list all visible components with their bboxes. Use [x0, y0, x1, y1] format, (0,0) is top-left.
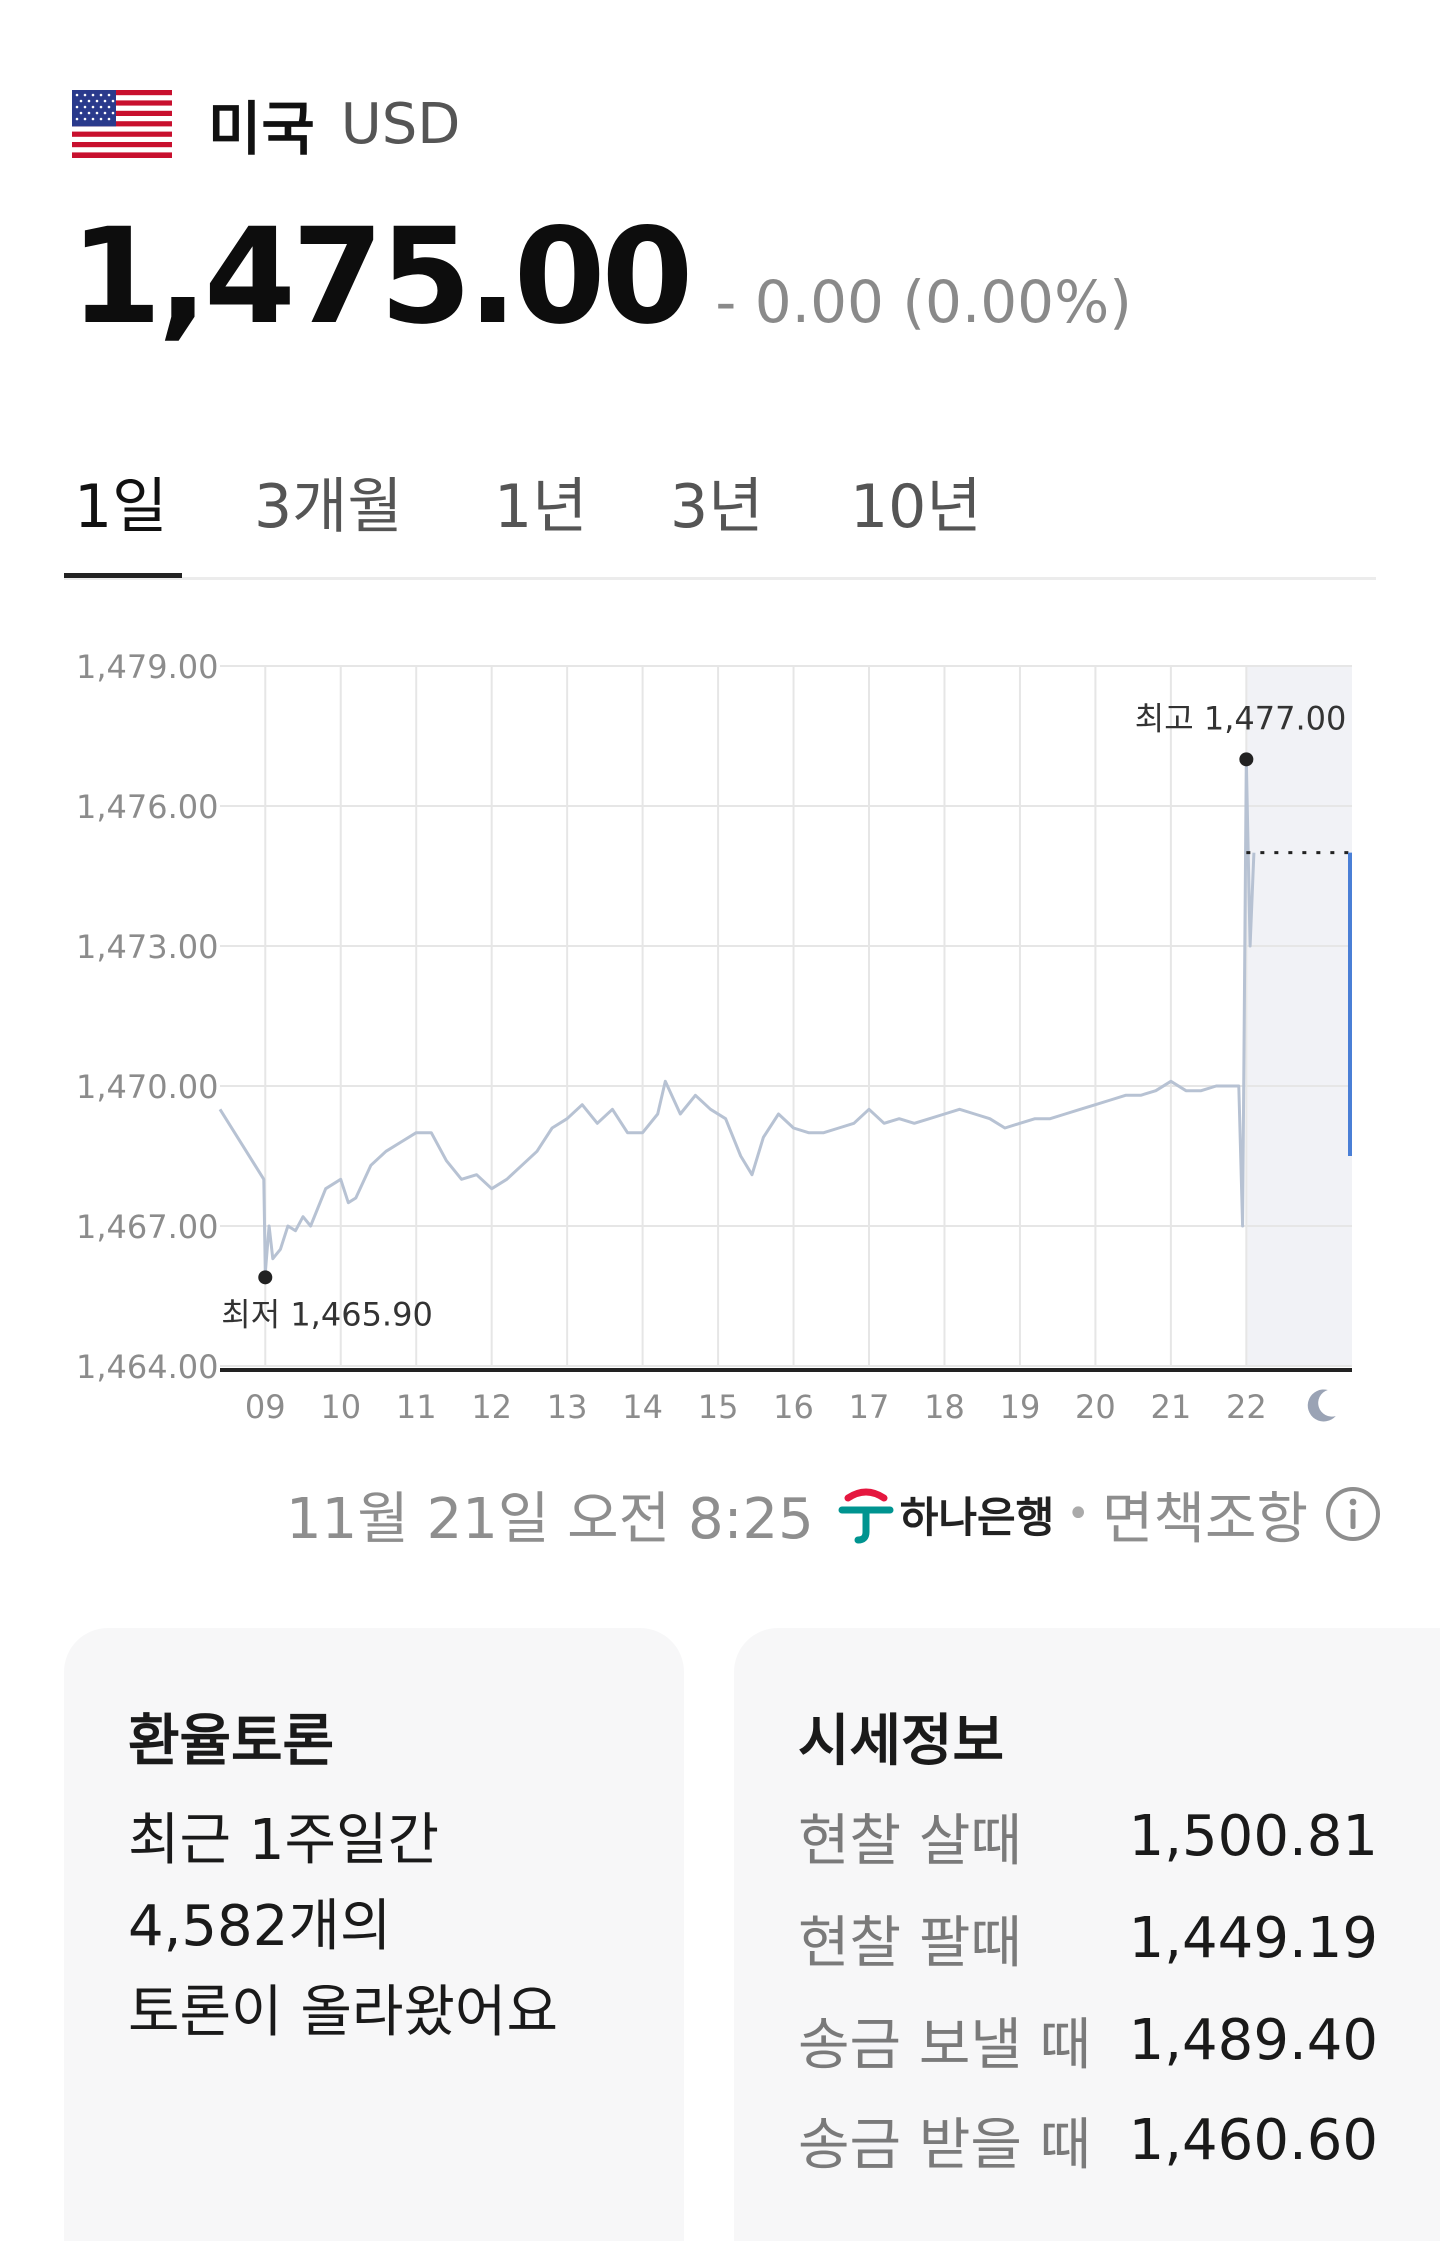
tab-10-years[interactable]: 10년	[850, 472, 982, 542]
country-name: 미국	[208, 95, 315, 163]
x-tick-label: 09	[245, 1388, 286, 1426]
y-tick-label: 1,473.00	[76, 928, 219, 966]
rate-label: 현찰 살때	[798, 1808, 1022, 1874]
hana-bank-icon	[838, 1488, 894, 1544]
market-info-card[interactable]: 시세정보 현찰 살때 1,500.81 현찰 팔때 1,449.19 송금 보낼…	[734, 1628, 1440, 2241]
y-tick-label: 1,464.00	[76, 1348, 219, 1386]
y-tick-label: 1,479.00	[76, 648, 219, 686]
discussion-title: 환율토론	[128, 1709, 335, 1774]
x-tick-label: 16	[773, 1388, 814, 1426]
rate-label: 송금 보낼 때	[798, 2012, 1092, 2078]
bank-logo: 하나은행	[838, 1484, 1055, 1545]
rate-label: 송금 받을 때	[798, 2112, 1092, 2178]
x-tick-label: 15	[698, 1388, 739, 1426]
disclaimer-link[interactable]: 면책조항	[1101, 1486, 1309, 1552]
rate-row-cash-sell: 현찰 팔때 1,449.19	[798, 1898, 1378, 1978]
rate-value: 1,460.60	[1128, 2107, 1378, 2173]
rate-row-remit-send: 송금 보낼 때 1,489.40	[798, 2000, 1378, 2080]
x-tick-label: 13	[547, 1388, 588, 1426]
source-line: 11월 21일 오전 8:25 하나은행 • 면책조항	[286, 1478, 1382, 1552]
moon-icon	[1307, 1389, 1336, 1422]
info-icon[interactable]	[1324, 1485, 1382, 1543]
x-tick-label: 18	[924, 1388, 965, 1426]
us-flag-icon	[72, 90, 172, 158]
rate-series-line	[218, 757, 1256, 1275]
exchange-rate-price: 1,475.00	[70, 200, 693, 354]
rate-value: 1,489.40	[1128, 2007, 1378, 2073]
discussion-line: 토론이 올라왔어요	[128, 1980, 558, 2045]
period-tabs: 1일 3개월 1년 3년 10년	[64, 440, 1376, 580]
currency-code: USD	[340, 91, 461, 157]
rate-value: 1,500.81	[1128, 1803, 1378, 1869]
tab-1-day[interactable]: 1일	[74, 472, 168, 542]
rate-row-cash-buy: 현찰 살때 1,500.81	[798, 1796, 1378, 1876]
low-marker-label: 최저 1,465.90	[221, 1295, 433, 1333]
tab-1-year[interactable]: 1년	[494, 472, 588, 542]
high-marker	[1239, 752, 1254, 767]
price-change: - 0.00 (0.00%)	[715, 268, 1132, 336]
x-tick-label: 17	[849, 1388, 890, 1426]
tab-3-years[interactable]: 3년	[670, 472, 764, 542]
active-tab-indicator	[64, 573, 182, 578]
x-tick-label: 22	[1226, 1388, 1267, 1426]
x-tick-label: 20	[1075, 1388, 1116, 1426]
x-tick-label: 11	[396, 1388, 437, 1426]
market-info-title: 시세정보	[798, 1709, 1005, 1774]
y-tick-label: 1,467.00	[76, 1208, 219, 1246]
y-tick-label: 1,470.00	[76, 1068, 219, 1106]
high-marker-label: 최고 1,477.00	[1135, 699, 1347, 737]
after-hours-shade	[1246, 666, 1352, 1366]
y-tick-label: 1,476.00	[76, 788, 219, 826]
x-tick-label: 19	[1000, 1388, 1041, 1426]
x-tick-label: 12	[471, 1388, 512, 1426]
x-tick-label: 10	[320, 1388, 361, 1426]
price-row: 1,475.00 - 0.00 (0.00%)	[70, 200, 1132, 354]
discussion-line: 최근 1주일간	[128, 1808, 440, 1873]
x-tick-label: 21	[1151, 1388, 1192, 1426]
currency-header: 미국 USD	[72, 84, 460, 164]
bank-name: 하나은행	[899, 1492, 1055, 1542]
discussion-card[interactable]: 환율토론 최근 1주일간 4,582개의 토론이 올라왔어요	[64, 1628, 684, 2241]
low-marker	[258, 1270, 273, 1285]
exchange-rate-chart[interactable]: 1,479.00 1,476.00 1,473.00 1,470.00 1,467.00…	[40, 630, 1380, 1450]
rate-value: 1,449.19	[1128, 1905, 1378, 1971]
separator: •	[1066, 1491, 1090, 1537]
tab-3-months[interactable]: 3개월	[254, 472, 403, 542]
discussion-summary: 최근 1주일간 4,582개의 토론이 올라왔어요	[128, 1798, 558, 2056]
x-tick-label: 14	[622, 1388, 663, 1426]
rate-row-remit-receive: 송금 받을 때 1,460.60	[798, 2100, 1378, 2180]
update-timestamp: 11월 21일 오전 8:25	[286, 1486, 814, 1552]
discussion-line: 4,582개의	[128, 1894, 392, 1959]
rate-label: 현찰 팔때	[798, 1910, 1022, 1976]
